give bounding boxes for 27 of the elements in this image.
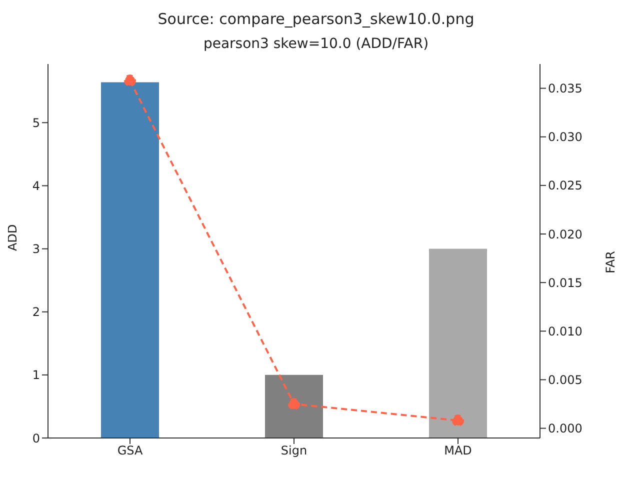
y-tick-label: 4 [32, 178, 40, 193]
y-tick-label: 3 [32, 242, 40, 256]
source-note: Source: compare_pearson3_skew10.0.png [156, 9, 476, 30]
point [124, 74, 136, 87]
y2-tick-label: 0.025 [548, 178, 582, 193]
y2-tick-label: 0.020 [548, 227, 582, 242]
y2-tick-label: 0.005 [548, 372, 582, 387]
y-tick-label: 2 [32, 305, 40, 320]
point [288, 398, 300, 410]
y-tick-label: 0 [32, 431, 40, 446]
y2-tick-label: 0.035 [548, 82, 582, 96]
bar [101, 82, 159, 438]
y2-tick-label: 0.030 [548, 130, 582, 144]
x-tick-label: MAD [444, 444, 472, 458]
y2-tick-label: 0.000 [548, 422, 582, 436]
point [452, 414, 464, 427]
chart-title: pearson3 skew=10.0 (ADD/FAR) [202, 36, 430, 54]
x-tick-label: GSA [117, 444, 144, 458]
bar [265, 374, 323, 438]
y-tick-label: 1 [32, 368, 40, 382]
y2-axis-title: FAR [603, 251, 618, 274]
y2-tick-label: 0.010 [548, 324, 582, 338]
bar [429, 248, 487, 438]
y2-tick-label: 0.015 [548, 276, 582, 290]
y-tick-label: 5 [32, 116, 40, 130]
y-axis-title: ADD [5, 224, 20, 251]
x-tick-label: Sign [280, 444, 308, 458]
